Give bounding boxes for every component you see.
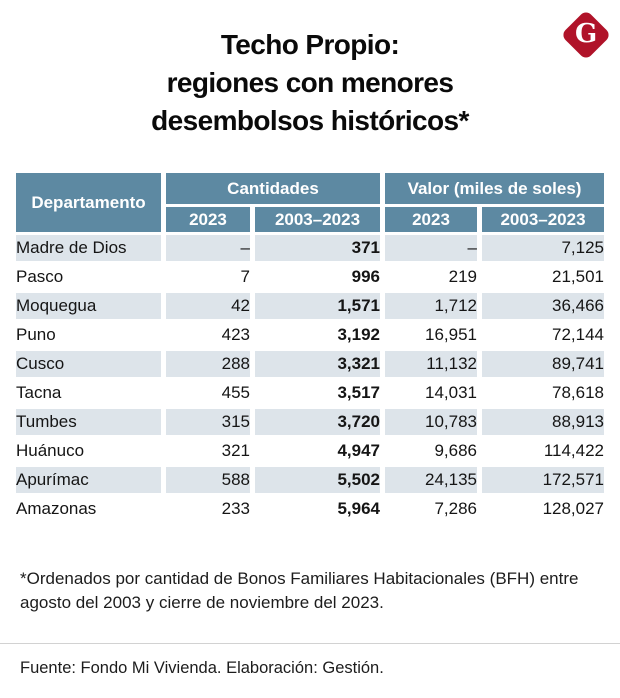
cantidad-2003-2023-cell: 3,192 [254, 322, 380, 348]
cantidad-2003-2023-cell: 3,720 [254, 409, 380, 435]
header-cantidades-2003-2023: 2003–2023 [254, 207, 380, 232]
header-valor-2023: 2023 [385, 207, 477, 232]
title-line-3: desembolsos históricos* [151, 105, 469, 136]
cantidad-2023-cell: 455 [165, 380, 250, 406]
header-departamento: Departamento [15, 173, 161, 232]
header-row-groups: Departamento Cantidades Valor (miles de … [15, 173, 605, 232]
valor-2003-2023-cell: 36,466 [482, 293, 605, 319]
cantidad-2003-2023-cell: 5,964 [254, 496, 380, 522]
valor-2023-cell: – [385, 235, 477, 261]
cantidad-2003-2023-cell: 5,502 [254, 467, 380, 493]
table-row: Huánuco 321 4,947 9,686 114,422 [15, 438, 605, 464]
cantidad-2023-cell: 7 [165, 264, 250, 290]
valor-2003-2023-cell: 88,913 [482, 409, 605, 435]
header-cantidades-2023: 2023 [165, 207, 250, 232]
source-credit: Fuente: Fondo Mi Vivienda. Elaboración: … [20, 659, 384, 677]
table-row: Puno 423 3,192 16,951 72,144 [15, 322, 605, 348]
header-valor: Valor (miles de soles) [385, 173, 605, 204]
dept-cell: Apurímac [15, 467, 161, 493]
dept-cell: Amazonas [15, 496, 161, 522]
valor-2003-2023-cell: 172,571 [482, 467, 605, 493]
valor-2003-2023-cell: 89,741 [482, 351, 605, 377]
cantidad-2023-cell: 315 [165, 409, 250, 435]
dept-cell: Tumbes [15, 409, 161, 435]
dept-cell: Cusco [15, 351, 161, 377]
table-row: Moquegua 42 1,571 1,712 36,466 [15, 293, 605, 319]
table-row: Tumbes 315 3,720 10,783 88,913 [15, 409, 605, 435]
valor-2023-cell: 10,783 [385, 409, 477, 435]
cantidad-2023-cell: – [165, 235, 250, 261]
dept-cell: Tacna [15, 380, 161, 406]
cantidad-2003-2023-cell: 1,571 [254, 293, 380, 319]
cantidad-2023-cell: 321 [165, 438, 250, 464]
dept-cell: Puno [15, 322, 161, 348]
valor-2023-cell: 24,135 [385, 467, 477, 493]
data-table-wrapper: Departamento Cantidades Valor (miles de … [0, 170, 620, 525]
table-row: Tacna 455 3,517 14,031 78,618 [15, 380, 605, 406]
cantidad-2023-cell: 423 [165, 322, 250, 348]
title-line-1: Techo Propio: [220, 29, 400, 60]
page-title: Techo Propio: regiones con menores desem… [0, 26, 620, 140]
valor-2003-2023-cell: 114,422 [482, 438, 605, 464]
table-row: Madre de Dios – 371 – 7,125 [15, 235, 605, 261]
valor-2023-cell: 16,951 [385, 322, 477, 348]
title-line-2: regiones con menores [166, 67, 454, 98]
valor-2023-cell: 11,132 [385, 351, 477, 377]
dept-cell: Pasco [15, 264, 161, 290]
header-cantidades: Cantidades [165, 173, 380, 204]
valor-2003-2023-cell: 7,125 [482, 235, 605, 261]
valor-2003-2023-cell: 78,618 [482, 380, 605, 406]
table-row: Amazonas 233 5,964 7,286 128,027 [15, 496, 605, 522]
table-row: Apurímac 588 5,502 24,135 172,571 [15, 467, 605, 493]
cantidad-2023-cell: 288 [165, 351, 250, 377]
dept-cell: Madre de Dios [15, 235, 161, 261]
table-row: Pasco 7 996 219 21,501 [15, 264, 605, 290]
valor-2003-2023-cell: 21,501 [482, 264, 605, 290]
cantidad-2003-2023-cell: 3,517 [254, 380, 380, 406]
footer-divider [0, 643, 620, 644]
valor-2023-cell: 219 [385, 264, 477, 290]
valor-2003-2023-cell: 72,144 [482, 322, 605, 348]
valor-2023-cell: 9,686 [385, 438, 477, 464]
header-row-years: 2023 2003–2023 2023 2003–2023 [16, 207, 605, 232]
dept-cell: Huánuco [15, 438, 161, 464]
data-table: Departamento Cantidades Valor (miles de … [11, 170, 609, 525]
valor-2003-2023-cell: 128,027 [482, 496, 605, 522]
header-valor-2003-2023: 2003–2023 [482, 207, 605, 232]
cantidad-2003-2023-cell: 4,947 [254, 438, 380, 464]
valor-2023-cell: 14,031 [385, 380, 477, 406]
gestion-logo-letter: G [574, 19, 598, 49]
table-row: Cusco 288 3,321 11,132 89,741 [15, 351, 605, 377]
cantidad-2003-2023-cell: 3,321 [254, 351, 380, 377]
cantidad-2023-cell: 233 [165, 496, 250, 522]
cantidad-2003-2023-cell: 996 [254, 264, 380, 290]
cantidad-2023-cell: 42 [165, 293, 250, 319]
valor-2023-cell: 7,286 [385, 496, 477, 522]
dept-cell: Moquegua [15, 293, 161, 319]
footnote: *Ordenados por cantidad de Bonos Familia… [20, 569, 579, 612]
cantidad-2003-2023-cell: 371 [254, 235, 380, 261]
valor-2023-cell: 1,712 [385, 293, 477, 319]
cantidad-2023-cell: 588 [165, 467, 250, 493]
